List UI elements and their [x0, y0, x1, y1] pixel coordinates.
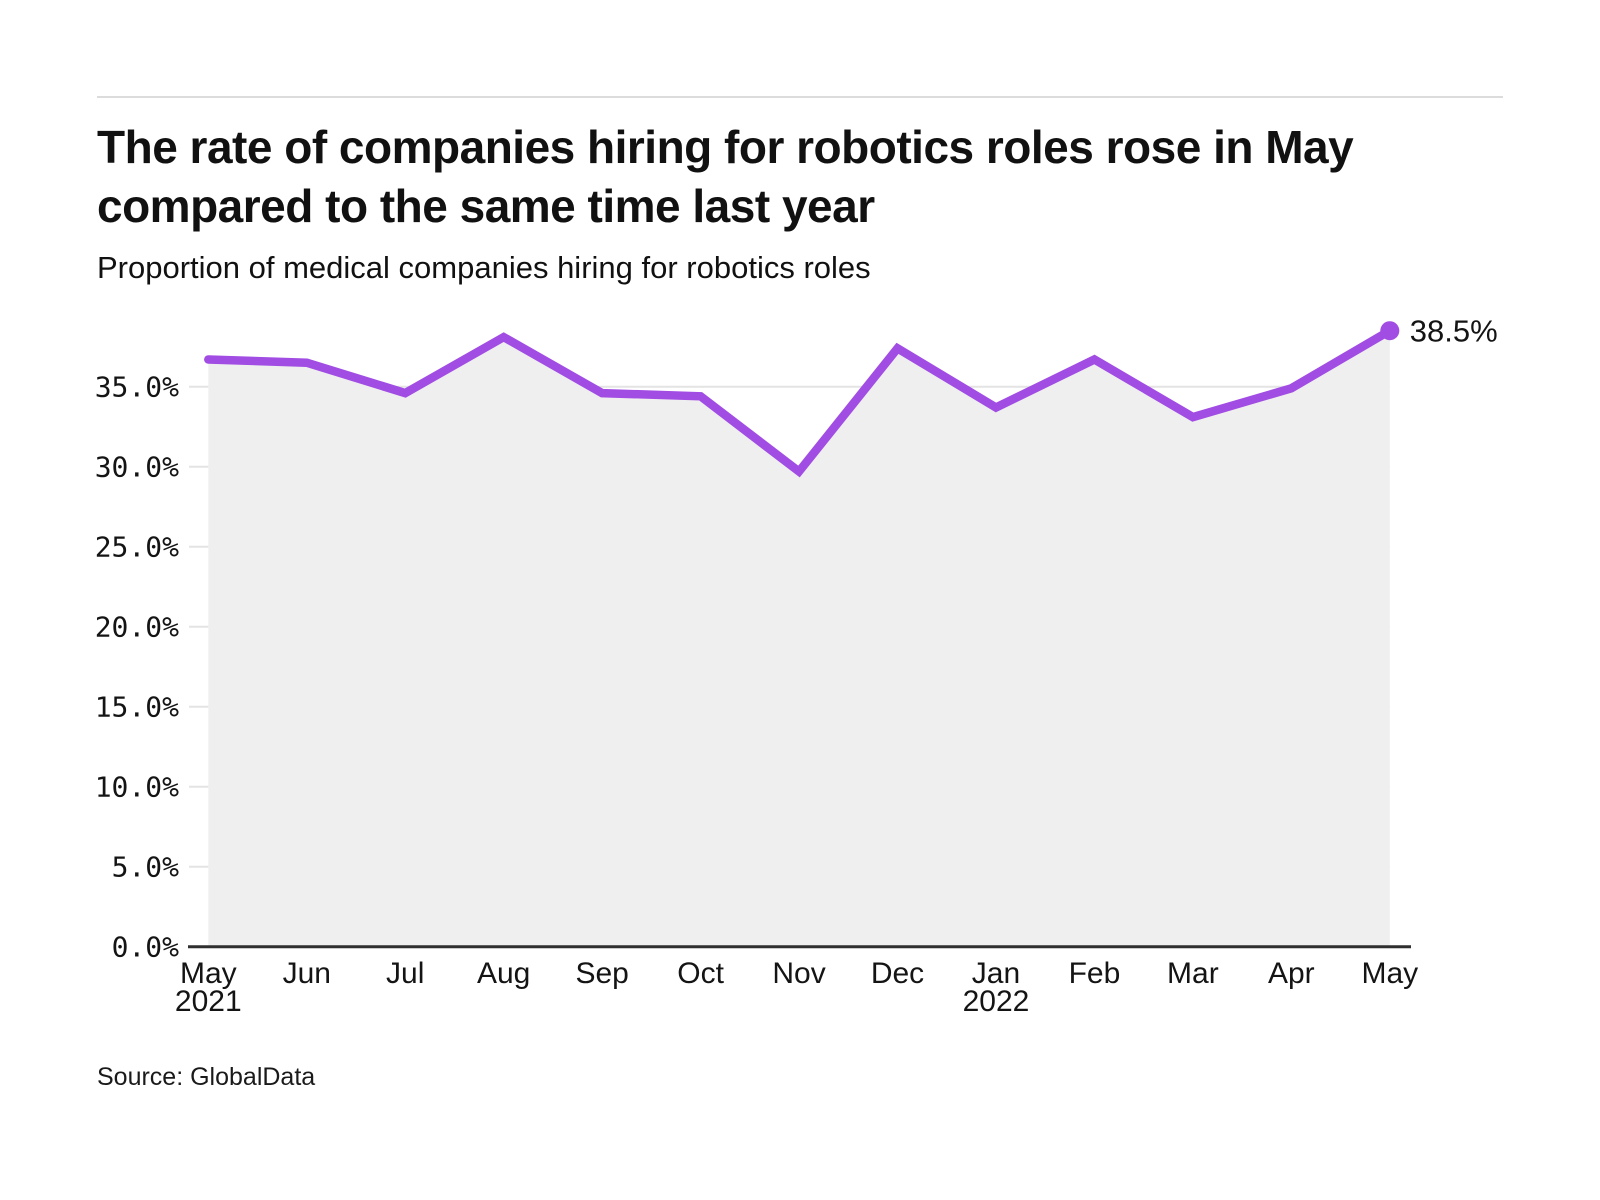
chart-subtitle: Proportion of medical companies hiring f… — [97, 250, 871, 285]
x-tick-label: Oct — [677, 957, 724, 990]
y-tick-label: 25.0% — [95, 531, 179, 564]
x-tick-label: Mar — [1167, 957, 1219, 990]
x-tick-label: May — [1361, 957, 1418, 990]
y-tick-label: 10.0% — [95, 771, 179, 804]
y-tick-label: 35.0% — [95, 371, 179, 404]
chart-title: The rate of companies hiring for robotic… — [97, 118, 1517, 236]
trend-line — [204, 326, 1395, 478]
x-tick-label: Sep — [575, 957, 628, 990]
top-divider-rule — [97, 96, 1503, 98]
x-tick-label: Aug — [477, 957, 530, 990]
x-tick-label: Dec — [871, 957, 924, 990]
y-tick-label: 0.0% — [112, 931, 180, 964]
year-label: 2021 — [175, 985, 242, 1018]
x-tick-label: Feb — [1069, 957, 1121, 990]
y-tick-label: 20.0% — [95, 611, 179, 644]
x-tick-label: May — [180, 957, 237, 990]
y-tick-label: 30.0% — [95, 451, 179, 484]
x-tick-label: Jul — [386, 957, 424, 990]
x-tick-label: Apr — [1268, 957, 1315, 990]
x-tick-label: Jun — [283, 957, 331, 990]
x-tick-label: Jan — [972, 957, 1020, 990]
y-tick-label: 15.0% — [95, 691, 179, 724]
chart-title-line1: The rate of companies hiring for robotic… — [97, 121, 1354, 173]
chart-title-line2: compared to the same time last year — [97, 180, 875, 232]
end-value-label: 38.5% — [1410, 314, 1498, 349]
end-point-dot — [1380, 321, 1400, 341]
source-text: Source: GlobalData — [97, 1063, 316, 1091]
x-tick-label: Nov — [772, 957, 825, 990]
area-fill — [208, 330, 1390, 947]
y-tick-label: 5.0% — [112, 851, 180, 884]
year-label: 2022 — [963, 985, 1030, 1018]
